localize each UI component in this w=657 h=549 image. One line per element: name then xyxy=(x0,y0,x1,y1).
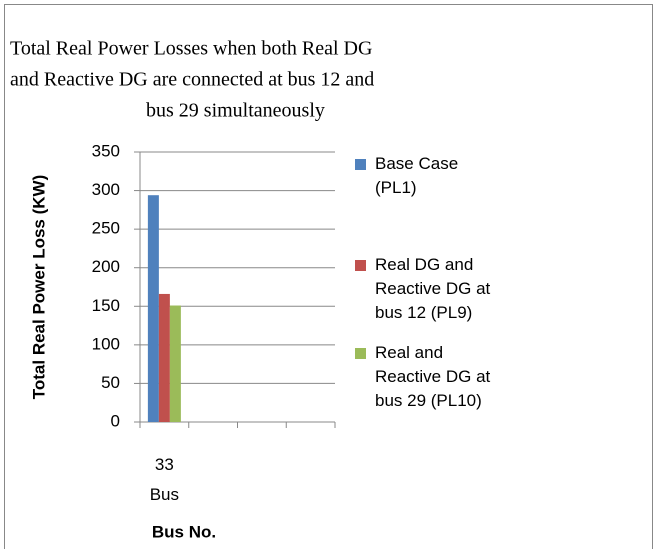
y-tick-label: 300 xyxy=(92,180,120,199)
y-tick-label: 100 xyxy=(92,334,120,353)
legend-swatch xyxy=(355,159,366,170)
chart-title: Total Real Power Losses when both Real D… xyxy=(10,38,372,60)
y-tick-label: 250 xyxy=(92,219,120,238)
legend-label: Real and Reactive DG at bus 29 (PL10) xyxy=(375,343,491,410)
legend-label: Real DG and Reactive DG at bus 12 (PL9) xyxy=(375,255,491,322)
y-tick-label: 0 xyxy=(111,411,120,430)
x-tick-label: 33 Bus xyxy=(149,455,180,504)
y-tick-label: 50 xyxy=(101,373,120,392)
bar xyxy=(169,305,181,422)
chart-border xyxy=(4,4,653,549)
chart-title: and Reactive DG are connected at bus 12 … xyxy=(10,69,374,91)
chart-title: bus 29 simultaneously xyxy=(146,100,325,122)
legend-label: Base Case (PL1) xyxy=(375,154,459,197)
bar xyxy=(158,293,170,422)
legend-swatch xyxy=(355,260,366,271)
x-axis-label: Bus No. xyxy=(152,522,216,541)
legend-swatch xyxy=(355,348,366,359)
bar xyxy=(147,195,159,422)
y-axis-label: Total Real Power Loss (KW) xyxy=(29,175,48,400)
y-tick-label: 200 xyxy=(92,257,120,276)
y-tick-label: 350 xyxy=(92,141,120,160)
y-tick-label: 150 xyxy=(92,296,120,315)
